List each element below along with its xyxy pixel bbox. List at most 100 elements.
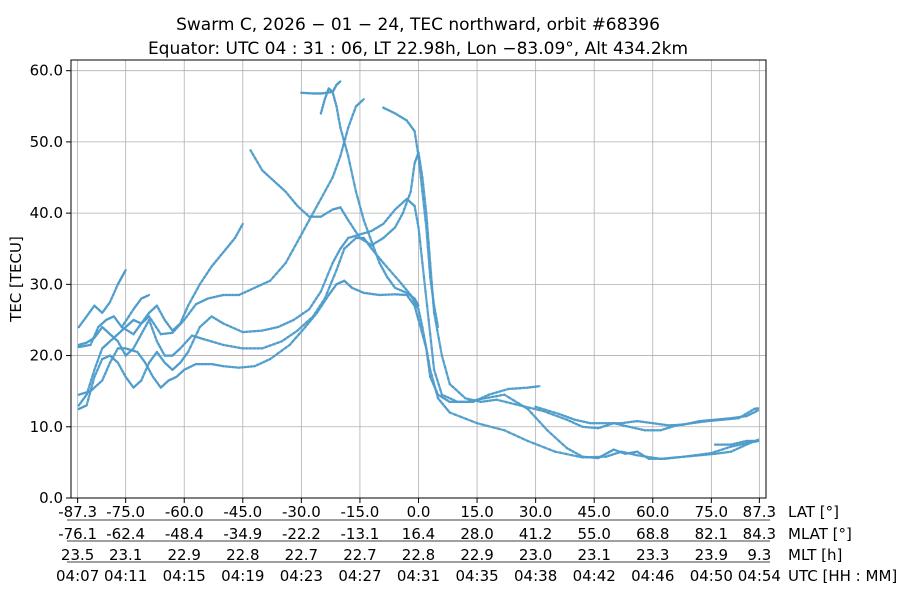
- data-point: [486, 424, 490, 428]
- data-point: [203, 276, 206, 279]
- data-point: [726, 443, 729, 446]
- data-point: [429, 333, 432, 336]
- data-point: [210, 362, 213, 366]
- data-point: [739, 443, 742, 446]
- data-point: [125, 328, 128, 332]
- data-point: [299, 326, 302, 329]
- data-point: [171, 368, 174, 371]
- data-point: [336, 113, 340, 117]
- data-point: [187, 366, 191, 369]
- data-point: [432, 361, 435, 364]
- data-point: [151, 308, 154, 312]
- data-point: [343, 213, 347, 217]
- data-point: [289, 253, 292, 256]
- x-tick-label: 55.0: [577, 525, 610, 543]
- data-point: [375, 253, 378, 256]
- x-tick-label: 23.1: [577, 546, 610, 564]
- x-tick-label: 75.0: [695, 503, 728, 521]
- x-tick-label: -45.0: [223, 503, 262, 521]
- data-point: [704, 452, 708, 455]
- data-point: [179, 347, 182, 350]
- data-point: [436, 328, 439, 332]
- data-point: [189, 300, 192, 303]
- data-point: [518, 404, 522, 407]
- data-point: [105, 368, 109, 371]
- data-point: [243, 365, 247, 369]
- data-point: [653, 429, 656, 432]
- data-point: [174, 365, 177, 369]
- data-point: [414, 307, 417, 310]
- data-point: [732, 449, 736, 452]
- data-point: [335, 105, 338, 108]
- data-point: [311, 315, 315, 318]
- data-point: [110, 355, 113, 359]
- data-point: [492, 398, 495, 402]
- data-point: [217, 319, 220, 322]
- data-point: [93, 368, 96, 371]
- data-point: [375, 241, 378, 244]
- data-point: [529, 386, 532, 389]
- data-point: [550, 432, 553, 436]
- data-point: [370, 240, 373, 243]
- data-point: [575, 452, 578, 455]
- data-point: [682, 455, 686, 458]
- data-point: [185, 308, 188, 311]
- data-point: [416, 315, 419, 319]
- data-point: [459, 415, 462, 418]
- data-point: [636, 450, 639, 453]
- data-point: [381, 267, 384, 270]
- data-point: [754, 439, 757, 443]
- data-point: [333, 285, 337, 288]
- data-point: [570, 417, 573, 420]
- data-point: [451, 400, 455, 404]
- data-point: [228, 293, 231, 297]
- data-point: [548, 448, 551, 451]
- data-point: [626, 451, 629, 455]
- data-point: [307, 92, 310, 95]
- data-point: [682, 423, 686, 426]
- data-point: [317, 293, 320, 297]
- data-point: [101, 311, 104, 314]
- data-point: [104, 328, 107, 332]
- y-tick-label: 50.0: [30, 133, 63, 151]
- data-point: [217, 256, 220, 260]
- data-point: [345, 132, 348, 135]
- data-point: [300, 231, 304, 235]
- data-point: [604, 422, 608, 425]
- data-point: [226, 245, 230, 248]
- data-point: [418, 169, 422, 172]
- data-point: [293, 202, 297, 205]
- data-point: [745, 439, 748, 443]
- data-point: [421, 261, 424, 265]
- data-point: [453, 399, 456, 402]
- data-point: [289, 196, 292, 199]
- data-point: [158, 310, 162, 313]
- data-point: [257, 347, 260, 350]
- data-point: [389, 214, 392, 217]
- data-point: [437, 337, 440, 340]
- data-point: [84, 344, 88, 347]
- data-point: [94, 385, 97, 389]
- data-point: [640, 454, 643, 458]
- data-point: [650, 456, 653, 459]
- data-point: [234, 366, 237, 369]
- data-point: [210, 340, 213, 343]
- data-point: [229, 325, 233, 329]
- data-point: [441, 396, 444, 399]
- data-point: [422, 197, 425, 201]
- series-line: [77, 197, 541, 411]
- data-point: [351, 235, 355, 238]
- data-point: [169, 327, 173, 330]
- data-point: [341, 251, 344, 255]
- data-point: [87, 313, 90, 316]
- data-point: [312, 215, 316, 218]
- data-point: [454, 388, 458, 391]
- data-point: [187, 312, 191, 315]
- data-point: [181, 370, 184, 373]
- x-tick-label: 04:38: [514, 567, 557, 585]
- data-point: [354, 105, 358, 108]
- data-point: [335, 268, 338, 272]
- data-point: [726, 417, 729, 420]
- data-point: [149, 323, 152, 326]
- data-point: [226, 344, 229, 347]
